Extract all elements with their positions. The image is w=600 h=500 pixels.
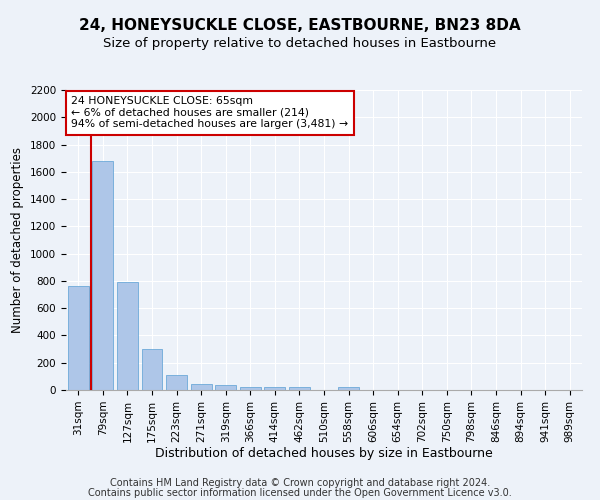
Text: 24, HONEYSUCKLE CLOSE, EASTBOURNE, BN23 8DA: 24, HONEYSUCKLE CLOSE, EASTBOURNE, BN23 … [79, 18, 521, 32]
Text: Size of property relative to detached houses in Eastbourne: Size of property relative to detached ho… [103, 38, 497, 51]
Bar [68, 286, 89, 390]
Bar [289, 388, 310, 390]
Bar [338, 388, 359, 390]
Bar [142, 349, 163, 390]
Text: Contains public sector information licensed under the Open Government Licence v3: Contains public sector information licen… [88, 488, 512, 498]
Bar [117, 282, 138, 390]
Bar [215, 385, 236, 390]
Bar [92, 161, 113, 390]
Y-axis label: Number of detached properties: Number of detached properties [11, 147, 25, 333]
Text: 24 HONEYSUCKLE CLOSE: 65sqm
← 6% of detached houses are smaller (214)
94% of sem: 24 HONEYSUCKLE CLOSE: 65sqm ← 6% of deta… [71, 96, 348, 129]
Bar [166, 375, 187, 390]
Bar [191, 384, 212, 390]
X-axis label: Distribution of detached houses by size in Eastbourne: Distribution of detached houses by size … [155, 448, 493, 460]
Text: Contains HM Land Registry data © Crown copyright and database right 2024.: Contains HM Land Registry data © Crown c… [110, 478, 490, 488]
Bar [265, 386, 286, 390]
Bar [240, 386, 261, 390]
